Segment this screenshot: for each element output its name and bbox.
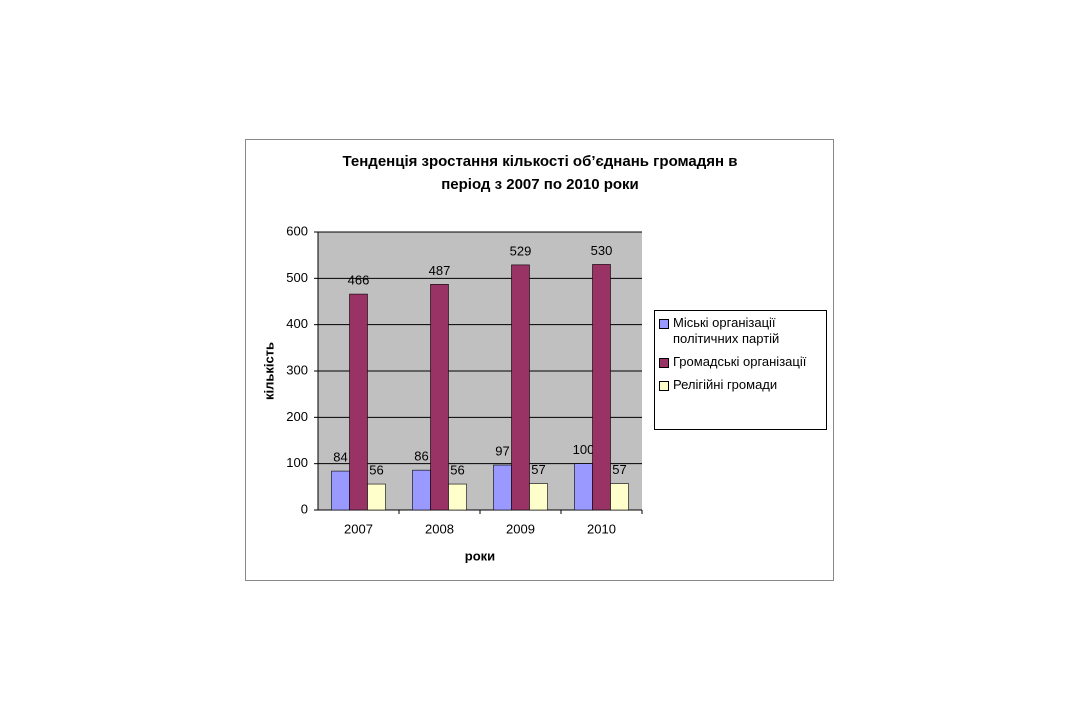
bar bbox=[493, 464, 512, 511]
value-label: 100 bbox=[573, 442, 595, 457]
y-tick-label: 600 bbox=[286, 223, 308, 238]
y-tick-label: 400 bbox=[286, 316, 308, 331]
bar bbox=[430, 284, 449, 511]
x-axis-label: роки bbox=[465, 548, 495, 563]
legend-label: Міські організації політичних партій bbox=[673, 315, 780, 346]
x-tick-label: 2008 bbox=[425, 521, 454, 536]
value-label: 84 bbox=[333, 450, 347, 465]
value-label: 56 bbox=[369, 462, 383, 477]
bar bbox=[331, 470, 350, 511]
legend-item: Релігійні громади bbox=[659, 377, 824, 393]
x-tick-label: 2007 bbox=[344, 521, 373, 536]
value-label: 56 bbox=[450, 462, 464, 477]
value-label: 97 bbox=[495, 443, 509, 458]
value-label: 57 bbox=[531, 462, 545, 477]
legend-label: Релігійні громади bbox=[673, 377, 778, 392]
x-tick-label: 2010 bbox=[587, 521, 616, 536]
x-tick-label: 2009 bbox=[506, 521, 535, 536]
legend: Міські організації політичних партій Гром… bbox=[654, 310, 827, 430]
y-tick-label: 200 bbox=[286, 409, 308, 424]
chart-title: період з 2007 по 2010 роки bbox=[441, 176, 639, 193]
legend-item: Громадські організації bbox=[659, 354, 824, 370]
value-label: 57 bbox=[612, 462, 626, 477]
bar bbox=[511, 264, 530, 511]
legend-swatch bbox=[659, 381, 669, 391]
value-label: 530 bbox=[591, 243, 613, 258]
y-tick-label: 0 bbox=[301, 501, 308, 516]
value-label: 529 bbox=[510, 243, 532, 258]
legend-item: Міські організації політичних партій bbox=[659, 315, 824, 347]
y-tick-label: 300 bbox=[286, 362, 308, 377]
legend-label: Громадські організації bbox=[673, 354, 807, 369]
value-label: 487 bbox=[429, 263, 451, 278]
bar bbox=[574, 463, 593, 511]
bar bbox=[367, 483, 386, 511]
y-tick-label: 500 bbox=[286, 270, 308, 285]
bar bbox=[610, 483, 629, 511]
bar bbox=[448, 483, 467, 511]
legend-swatch bbox=[659, 319, 669, 329]
chart-title: Тенденція зростання кількості об’єднань … bbox=[342, 153, 737, 170]
y-axis-label: кількість bbox=[261, 342, 276, 400]
bar bbox=[529, 483, 548, 511]
bar bbox=[412, 469, 431, 511]
y-tick-label: 100 bbox=[286, 455, 308, 470]
value-label: 466 bbox=[348, 273, 370, 288]
bar bbox=[349, 293, 368, 511]
legend-swatch bbox=[659, 358, 669, 368]
value-label: 86 bbox=[414, 449, 428, 464]
bar bbox=[592, 264, 611, 511]
